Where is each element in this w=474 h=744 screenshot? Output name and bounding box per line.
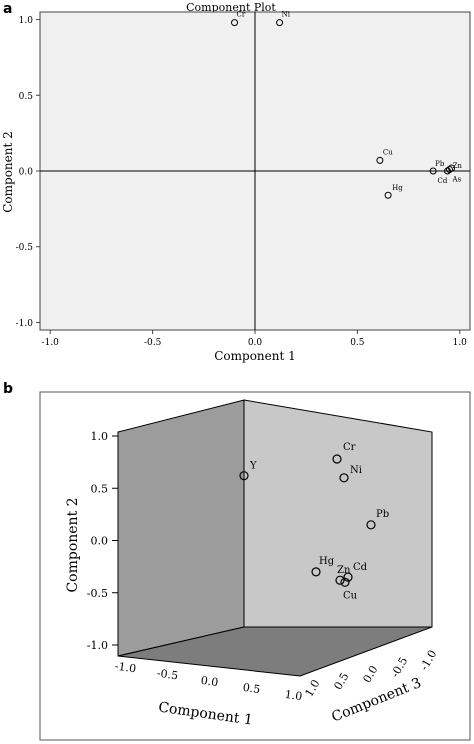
data-point xyxy=(335,575,345,585)
point-label: Pb xyxy=(435,160,445,168)
data-point xyxy=(343,572,353,582)
y-tick-label: -0.5 xyxy=(16,243,34,253)
chart-b-floor xyxy=(117,626,433,677)
point-label: Cd xyxy=(353,562,368,573)
chart-a-y-axis-label: Component 2 xyxy=(1,131,15,213)
point-label: Zn xyxy=(337,565,351,576)
point-label: Y xyxy=(249,461,257,472)
y-tick-label: 1.0 xyxy=(19,16,34,26)
data-point xyxy=(231,19,239,27)
point-label: Pb xyxy=(376,509,389,520)
data-point xyxy=(384,191,392,199)
y-tick-label: 0.0 xyxy=(19,168,34,178)
panel-label-b: b xyxy=(3,381,13,397)
chart-a-points: Cr Ni Cu Hg Pb Cd As Zn xyxy=(231,11,463,199)
chart-b-y-ticks: 1.0 0.5 0.0 -0.5 -1.0 xyxy=(87,430,118,652)
x-tick-label: -1.0 xyxy=(42,338,60,348)
point-label: Cu xyxy=(343,590,358,601)
point-label: Cr xyxy=(237,11,246,19)
point-label: Cu xyxy=(383,148,393,156)
chart-b-y-axis-label: Component 2 xyxy=(65,497,81,592)
data-point xyxy=(339,473,349,483)
data-point xyxy=(448,164,456,172)
x-tick-label: -0.5 xyxy=(156,667,179,683)
panel-label-a: a xyxy=(3,1,12,17)
point-label: Hg xyxy=(392,184,403,192)
x-tick-label: -1.0 xyxy=(114,660,137,676)
y-tick-label: 0.5 xyxy=(19,92,34,102)
point-label: Hg xyxy=(319,556,335,567)
chart-a-title: Component Plot xyxy=(186,1,276,14)
x-tick-label: 0.0 xyxy=(248,338,263,348)
x-tick-label: 0.5 xyxy=(350,338,365,348)
point-label: Cd xyxy=(437,177,447,185)
chart-a-x-axis-label: Component 1 xyxy=(214,349,296,363)
chart-b-left-wall xyxy=(117,399,245,657)
data-point xyxy=(311,567,321,577)
data-point xyxy=(429,167,437,175)
x-tick-label: 1.0 xyxy=(453,338,468,348)
chart-a-x-ticks: -1.0 -0.5 0.0 0.5 1.0 xyxy=(42,330,468,348)
data-point xyxy=(332,454,342,464)
chart-b-x-ticks: -1.0 -0.5 0.0 0.5 1.0 xyxy=(114,660,303,704)
point-label: Cr xyxy=(343,442,356,453)
y-tick-label: 1.0 xyxy=(91,430,109,443)
point-label: As xyxy=(452,175,462,183)
point-label: Ni xyxy=(282,11,291,19)
y-tick-label: -1.0 xyxy=(16,319,34,329)
y-tick-label: 0.0 xyxy=(91,535,109,548)
chart-b-back-wall xyxy=(243,399,433,628)
data-point xyxy=(366,520,376,530)
data-point xyxy=(446,165,454,173)
y-tick-label: 0.5 xyxy=(91,482,109,495)
x-tick-label: 1.0 xyxy=(284,688,303,703)
x-tick-label: 0.0 xyxy=(200,674,219,689)
point-label: Ni xyxy=(350,465,362,476)
data-point xyxy=(276,19,284,27)
point-label: Zn xyxy=(453,162,463,170)
chart-a-y-ticks: 1.0 0.5 0.0 -0.5 -1.0 xyxy=(16,16,40,329)
x-tick-label: 0.5 xyxy=(242,681,261,696)
data-point xyxy=(340,577,350,587)
y-tick-label: -1.0 xyxy=(87,639,108,652)
y-tick-label: -0.5 xyxy=(87,587,108,600)
x-tick-label: -0.5 xyxy=(144,338,162,348)
data-point xyxy=(239,471,249,481)
data-point xyxy=(376,156,384,164)
